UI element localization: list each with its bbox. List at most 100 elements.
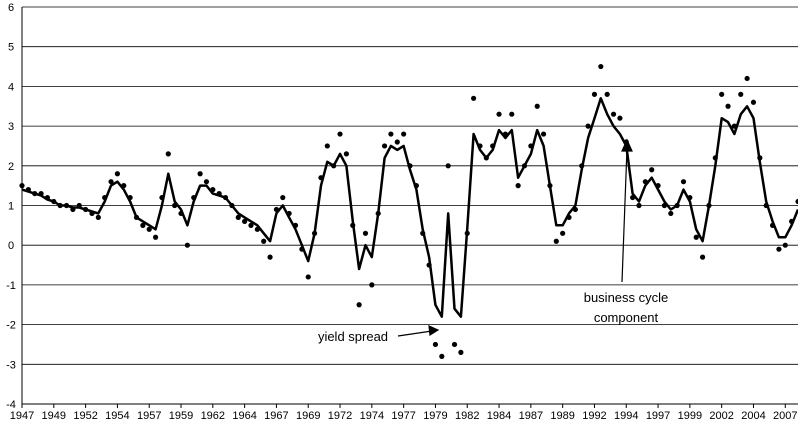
data-point bbox=[725, 103, 731, 109]
data-point bbox=[585, 123, 591, 129]
data-point bbox=[305, 274, 311, 280]
x-tick-label: 1957 bbox=[137, 410, 161, 422]
x-tick-label: 1997 bbox=[646, 410, 670, 422]
data-point bbox=[356, 302, 362, 308]
data-point bbox=[795, 198, 798, 205]
annotation-arrows bbox=[397, 138, 633, 337]
data-point bbox=[471, 95, 477, 101]
data-point bbox=[432, 341, 439, 348]
data-point bbox=[108, 179, 114, 185]
data-point bbox=[598, 63, 604, 70]
annotation: business cycle bbox=[584, 290, 669, 305]
x-tick-label: 1974 bbox=[360, 410, 384, 422]
data-point bbox=[439, 353, 445, 359]
data-point bbox=[604, 91, 610, 97]
annotation: component bbox=[594, 310, 659, 325]
x-tick-label: 1949 bbox=[42, 410, 66, 422]
data-point bbox=[496, 111, 502, 117]
data-point bbox=[738, 91, 744, 97]
x-tick-label: 1982 bbox=[455, 410, 479, 422]
data-point bbox=[719, 91, 725, 97]
data-point bbox=[668, 210, 674, 217]
data-point bbox=[699, 254, 706, 260]
arrow bbox=[621, 147, 628, 283]
data-point bbox=[388, 131, 394, 137]
y-tick-label: 6 bbox=[8, 2, 14, 14]
data-point bbox=[693, 234, 699, 240]
data-point bbox=[649, 167, 655, 173]
data-point bbox=[248, 222, 254, 228]
data-point bbox=[445, 163, 451, 169]
x-tick-label: 2007 bbox=[773, 410, 797, 422]
data-point bbox=[267, 254, 273, 260]
x-tick-label: 1967 bbox=[264, 410, 288, 422]
data-point bbox=[617, 115, 623, 121]
x-tick-label: 1994 bbox=[614, 410, 638, 422]
series-line bbox=[21, 97, 798, 318]
x-tick-label: 1947 bbox=[10, 410, 34, 422]
y-tick-label: -2 bbox=[6, 320, 16, 332]
x-tick-label: 1999 bbox=[678, 410, 702, 422]
x-tick-label: 1987 bbox=[519, 410, 543, 422]
data-point bbox=[95, 214, 101, 221]
x-tick-label: 2002 bbox=[709, 410, 733, 422]
data-point bbox=[610, 111, 617, 117]
data-point bbox=[19, 183, 25, 189]
data-point bbox=[744, 75, 750, 82]
x-tick-label: 1964 bbox=[232, 410, 256, 422]
data-point bbox=[560, 230, 566, 236]
data-point bbox=[343, 151, 349, 157]
data-point bbox=[509, 111, 515, 117]
data-point bbox=[369, 282, 375, 288]
y-tick-label: -3 bbox=[6, 359, 16, 371]
x-tick-label: 1962 bbox=[201, 410, 225, 422]
data-point bbox=[591, 91, 598, 97]
data-point bbox=[337, 131, 343, 137]
data-point bbox=[451, 341, 458, 348]
y-tick-label: 1 bbox=[8, 201, 14, 213]
data-point bbox=[515, 183, 521, 189]
data-point bbox=[152, 234, 159, 240]
x-tick-label: 1969 bbox=[296, 410, 320, 422]
data-point bbox=[146, 226, 152, 232]
data-point bbox=[140, 222, 146, 228]
data-point bbox=[540, 131, 547, 137]
data-point bbox=[401, 131, 407, 137]
data-point bbox=[750, 99, 757, 105]
data-point bbox=[324, 143, 330, 149]
x-tick-label: 1989 bbox=[550, 410, 574, 422]
y-tick-label: 0 bbox=[8, 240, 14, 252]
data-point bbox=[381, 143, 388, 149]
data-point bbox=[280, 194, 286, 201]
x-tick-label: 1954 bbox=[105, 410, 129, 422]
y-tick-label: 5 bbox=[8, 42, 14, 54]
y-tick-label: -4 bbox=[6, 399, 16, 411]
data-point bbox=[776, 246, 782, 252]
x-tick-label: 1959 bbox=[169, 410, 193, 422]
y-tick-label: 3 bbox=[8, 121, 14, 133]
x-tick-label: 1984 bbox=[487, 410, 511, 422]
data-point bbox=[114, 171, 121, 177]
y-tick-label: -1 bbox=[6, 280, 16, 292]
data-point bbox=[235, 214, 241, 221]
data-point bbox=[458, 349, 464, 355]
x-tick-label: 1972 bbox=[328, 410, 352, 422]
data-point bbox=[242, 218, 248, 224]
data-point bbox=[680, 179, 687, 185]
data-point bbox=[553, 238, 559, 244]
data-point bbox=[534, 103, 540, 109]
x-tick-label: 2004 bbox=[741, 410, 765, 422]
data-point bbox=[197, 171, 203, 177]
x-tick-label: 1952 bbox=[73, 410, 97, 422]
arrow bbox=[397, 330, 433, 337]
data-point bbox=[782, 242, 788, 248]
data-point bbox=[394, 139, 400, 145]
y-tick-label: 4 bbox=[8, 81, 14, 93]
x-tick-label: 1992 bbox=[582, 410, 606, 422]
y-tick-label: 2 bbox=[8, 161, 14, 173]
data-point bbox=[362, 230, 369, 236]
data-point bbox=[636, 202, 642, 209]
annotation: yield spread bbox=[318, 329, 388, 344]
x-tick-label: 1977 bbox=[391, 410, 415, 422]
